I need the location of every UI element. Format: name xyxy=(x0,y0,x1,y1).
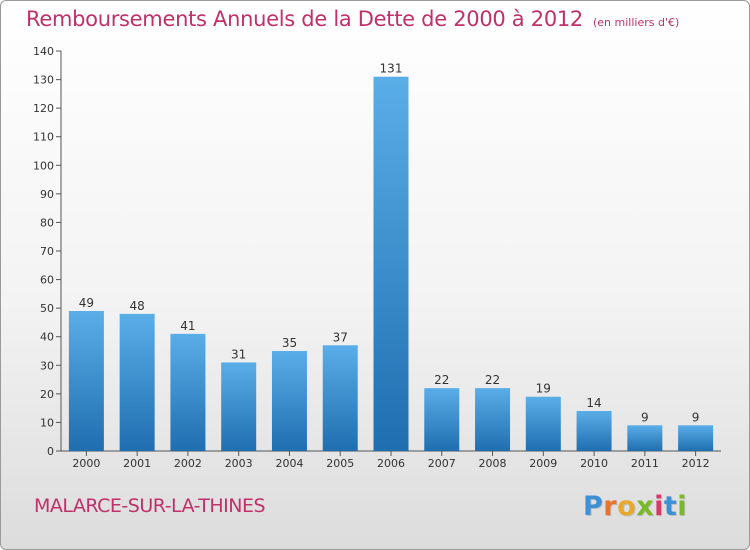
y-tick-label: 20 xyxy=(40,388,54,401)
bar-2007 xyxy=(424,388,460,451)
y-tick-label: 100 xyxy=(33,159,54,172)
x-tick-label: 2008 xyxy=(479,457,507,470)
x-tick-label: 2011 xyxy=(631,457,659,470)
commune-name: MALARCE-SUR-LA-THINES xyxy=(34,495,266,517)
y-tick-label: 0 xyxy=(47,445,54,458)
logo-letter: o xyxy=(617,491,637,522)
y-tick-label: 50 xyxy=(40,302,54,315)
data-label-2002: 41 xyxy=(180,319,195,333)
proxiti-logo: Proxiti xyxy=(583,491,687,522)
bar-2010 xyxy=(576,411,612,451)
x-tick-label: 2004 xyxy=(275,457,303,470)
bars xyxy=(68,76,714,451)
logo-letter: P xyxy=(583,491,604,522)
data-label-2007: 22 xyxy=(434,373,449,387)
bar-2011 xyxy=(627,425,663,451)
x-tick-label: 2003 xyxy=(225,457,253,470)
bar-2009 xyxy=(525,396,561,451)
x-tick-label: 2001 xyxy=(123,457,151,470)
y-tick-label: 140 xyxy=(33,45,54,58)
x-tick-label: 2005 xyxy=(326,457,354,470)
y-tick-label: 30 xyxy=(40,359,54,372)
y-tick-label: 130 xyxy=(33,74,54,87)
logo-letter: i xyxy=(654,491,664,522)
bar-2002 xyxy=(170,333,206,451)
logo-letter: t xyxy=(663,491,678,522)
data-label-2008: 22 xyxy=(485,373,500,387)
logo-letter: i xyxy=(677,491,688,522)
x-tick-label: 2000 xyxy=(72,457,100,470)
y-tick-label: 80 xyxy=(40,216,54,229)
x-tick-label: 2012 xyxy=(682,457,710,470)
bar-2004 xyxy=(271,351,307,451)
bar-2001 xyxy=(119,313,155,451)
x-tick-label: 2002 xyxy=(174,457,202,470)
y-tick-label: 120 xyxy=(33,102,54,115)
bar-2005 xyxy=(322,345,358,451)
logo-letter: r xyxy=(603,491,618,522)
x-tick-label: 2007 xyxy=(428,457,456,470)
data-label-2003: 31 xyxy=(231,347,246,361)
unit-label: (en milliers d'€) xyxy=(593,16,680,29)
data-label-2011: 9 xyxy=(641,410,649,424)
title-text: Remboursements Annuels de la Dette de 20… xyxy=(26,7,583,31)
chart-title: Remboursements Annuels de la Dette de 20… xyxy=(26,7,679,31)
bar-2006 xyxy=(373,76,409,451)
data-label-2010: 14 xyxy=(586,396,601,410)
y-tick-label: 110 xyxy=(33,131,54,144)
y-tick-label: 60 xyxy=(40,274,54,287)
y-tick-label: 10 xyxy=(40,416,54,429)
data-labels: 49 48 41 31 35 37 131 22 22 19 14 9 9 xyxy=(79,62,700,425)
y-tick-label: 90 xyxy=(40,188,54,201)
data-label-2005: 37 xyxy=(333,330,348,344)
y-tick-label: 70 xyxy=(40,245,54,258)
bar-2008 xyxy=(475,388,511,451)
data-label-2006: 131 xyxy=(380,62,403,76)
y-axis: 0 10 20 30 40 50 60 70 80 90 100 110 120 130 140 xyxy=(33,45,62,458)
logo-letter: x xyxy=(636,491,655,522)
x-axis: 2000 2001 2002 2003 2004 2005 2006 2007 2008 2009… xyxy=(61,450,721,470)
bar-2000 xyxy=(68,311,104,451)
data-label-2004: 35 xyxy=(282,336,297,350)
bar-2012 xyxy=(678,425,714,451)
x-tick-label: 2006 xyxy=(377,457,405,470)
data-label-2009: 19 xyxy=(536,382,551,396)
y-tick-label: 40 xyxy=(40,331,54,344)
x-tick-label: 2010 xyxy=(580,457,608,470)
data-label-2012: 9 xyxy=(692,410,700,424)
x-tick-label: 2009 xyxy=(529,457,557,470)
bar-2003 xyxy=(221,362,257,451)
data-label-2000: 49 xyxy=(79,296,94,310)
data-label-2001: 48 xyxy=(130,299,145,313)
